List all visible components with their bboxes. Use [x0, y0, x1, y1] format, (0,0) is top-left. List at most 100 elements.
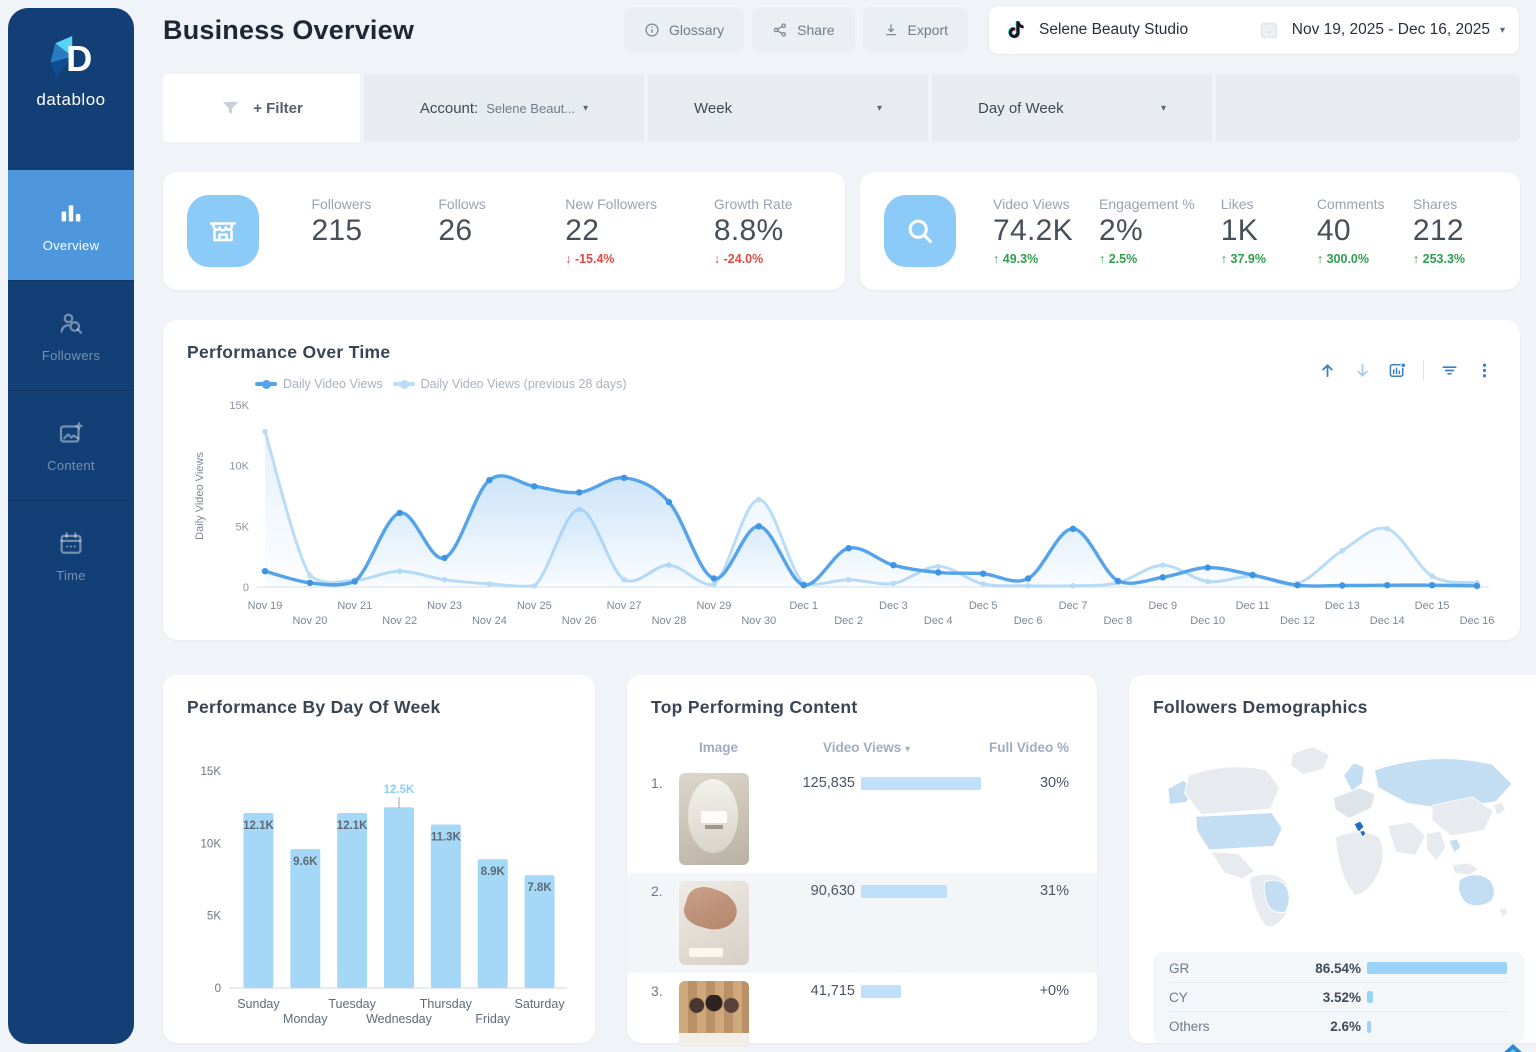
content-views: 41,715 [797, 981, 981, 999]
add-filter-label: + Filter [253, 99, 303, 117]
world-map[interactable] [1153, 732, 1525, 940]
country-bar [1367, 991, 1373, 1003]
legend-item[interactable]: Daily Video Views (previous 28 days) [392, 377, 626, 391]
metric-delta: ↑ 253.3% [1412, 252, 1466, 266]
legend-item[interactable]: Daily Video Views [255, 377, 383, 391]
metric-value: 215 [311, 214, 363, 247]
top-bar: Business Overview Glossary Share Export Se… [163, 0, 1520, 60]
date-range-picker[interactable]: Nov 19, 2025 - Dec 16, 2025 ▾ [1292, 21, 1505, 39]
svg-text:Nov 27: Nov 27 [607, 600, 642, 612]
metric-likes: Likes 1K ↑ 37.9% [1221, 196, 1291, 266]
button-label: Share [797, 22, 835, 38]
filter-dropdown-week[interactable]: Week ▾ [648, 74, 928, 142]
metric-label: Likes [1220, 196, 1254, 212]
svg-text:Dec 10: Dec 10 [1190, 615, 1225, 627]
svg-text:0: 0 [215, 983, 221, 995]
svg-text:Nov 19: Nov 19 [248, 600, 283, 612]
date-range-value: Nov 19, 2025 - Dec 16, 2025 [1291, 21, 1490, 38]
legend-swatch [392, 379, 415, 389]
sidebar-item-content[interactable]: Content [8, 390, 134, 500]
metric-value: 74.2K [993, 214, 1073, 247]
full-video-pct: 31% [1039, 883, 1069, 899]
content-thumbnail[interactable] [679, 981, 749, 1047]
add-filter-button[interactable]: + Filter [163, 74, 360, 142]
top-buttons: Glossary Share Export [623, 7, 968, 53]
top-content-title: Top Performing Content [651, 697, 858, 717]
metric-value: 1K [1220, 214, 1259, 247]
metric-label: Followers [311, 196, 372, 212]
glossary-button[interactable]: Glossary [623, 7, 745, 53]
demographics-panel: Followers Demographics [1129, 675, 1536, 1043]
calendar-icon [1258, 19, 1280, 41]
kpi-metrics: Followers 215 Follows 26 New Followers 22 ↓ -1… [259, 196, 821, 266]
svg-text:Dec 4: Dec 4 [924, 615, 953, 627]
account-card[interactable]: Selene Beauty Studio Nov 19, 2025 - Dec … [988, 5, 1520, 55]
col-video-views-sort[interactable]: Video Views ▾ [823, 740, 911, 755]
day-of-week-bar-chart[interactable]: 0 5K 10K 15K 12.1K Sunday 9.6K Monday 12.1K Tuesd… [187, 736, 571, 1041]
sidebar-item-label: Content [47, 457, 95, 473]
svg-text:Dec 6: Dec 6 [1014, 615, 1043, 627]
content-thumbnail[interactable] [679, 881, 749, 965]
demographics-row[interactable]: Others 2.6% [1169, 1012, 1509, 1041]
content-views: 125,835 [797, 773, 981, 791]
toolbar-divider [1423, 360, 1424, 380]
chevron-down-icon: ▾ [583, 102, 589, 114]
button-label: Export [907, 22, 948, 38]
metric-label: Video Views [993, 196, 1070, 212]
svg-text:12.5K: 12.5K [384, 784, 415, 796]
svg-text:Dec 1: Dec 1 [789, 600, 818, 612]
metric-delta: ↓ -15.4% [565, 252, 615, 266]
metric-label: Comments [1316, 196, 1385, 212]
top-content-rows: 1. 125,835 30% 2. 90,630 31% 3. 41,715 +0% [627, 765, 1097, 1052]
funnel-icon [220, 98, 241, 119]
export-button[interactable]: Export [862, 7, 968, 53]
metric-label: Growth Rate [713, 196, 793, 212]
sidebar-item-followers[interactable]: Followers [8, 280, 134, 390]
views-bar [861, 984, 901, 998]
filter-dropdown-day-of-week[interactable]: Day of Week ▾ [932, 74, 1212, 142]
metric-label: Follows [438, 196, 486, 212]
svg-text:Nov 26: Nov 26 [562, 615, 597, 627]
sidebar-item-label: Overview [42, 237, 100, 253]
performance-line-chart[interactable]: Daily Video Views 0 5K 10K 15K Nov 19 Nov 20 No… [187, 391, 1496, 646]
metric-shares: Shares 212 ↑ 253.3% [1413, 196, 1483, 266]
svg-text:8.9K: 8.9K [481, 866, 506, 878]
sidebar-item-overview[interactable]: Overview [8, 170, 134, 280]
svg-text:10K: 10K [201, 838, 222, 850]
demographics-row[interactable]: CY 3.52% [1169, 983, 1509, 1012]
svg-text:Dec 15: Dec 15 [1415, 600, 1450, 612]
content-row[interactable]: 3. 41,715 +0% [627, 973, 1097, 1052]
metric-delta: ↓ -24.0% [713, 252, 764, 266]
svg-text:Tuesday: Tuesday [328, 997, 376, 1011]
filter-icon[interactable] [1440, 361, 1459, 380]
svg-text:Monday: Monday [283, 1012, 328, 1026]
share-button[interactable]: Share [752, 7, 855, 53]
svg-text:Nov 21: Nov 21 [337, 600, 372, 612]
chart-icon[interactable] [1388, 361, 1407, 380]
svg-text:15K: 15K [201, 766, 222, 778]
svg-text:15K: 15K [229, 400, 249, 412]
metric-value: 2% [1099, 214, 1143, 247]
account-name: Selene Beauty Studio [1039, 21, 1189, 38]
views-value: 41,715 [810, 983, 855, 999]
arrow-up-icon[interactable] [1318, 361, 1337, 380]
sidebar-item-time[interactable]: Time [8, 500, 134, 610]
svg-text:Dec 2: Dec 2 [834, 615, 863, 627]
content-thumbnail[interactable] [679, 773, 749, 865]
kpi-card-followers: Followers 215 Follows 26 New Followers 22 ↓ -1… [163, 172, 845, 290]
svg-text:Nov 24: Nov 24 [472, 615, 507, 627]
content-views: 90,630 [797, 881, 981, 899]
content-row[interactable]: 2. 90,630 31% [627, 873, 1097, 973]
svg-text:12.1K: 12.1K [243, 820, 274, 832]
arrow-down-icon[interactable] [1353, 361, 1372, 380]
metric-engagement: Engagement % 2% ↑ 2.5% [1099, 196, 1195, 266]
storefront-tile-icon [187, 195, 259, 267]
content-row[interactable]: 1. 125,835 30% [627, 765, 1097, 873]
country-value: 3.52% [1322, 989, 1361, 1005]
demographics-row[interactable]: GR 86.54% [1169, 954, 1509, 983]
more-icon[interactable] [1475, 361, 1494, 380]
content-rank: 3. [651, 983, 663, 999]
top-content-header: Image Video Views ▾ Full Video % [651, 740, 1073, 755]
filter-dropdown-account[interactable]: Account: Selene Beaut... ▾ [364, 74, 644, 142]
kpi-card-engagement: Video Views 74.2K ↑ 49.3% Engagement % 2% ↑ 2… [860, 172, 1520, 290]
